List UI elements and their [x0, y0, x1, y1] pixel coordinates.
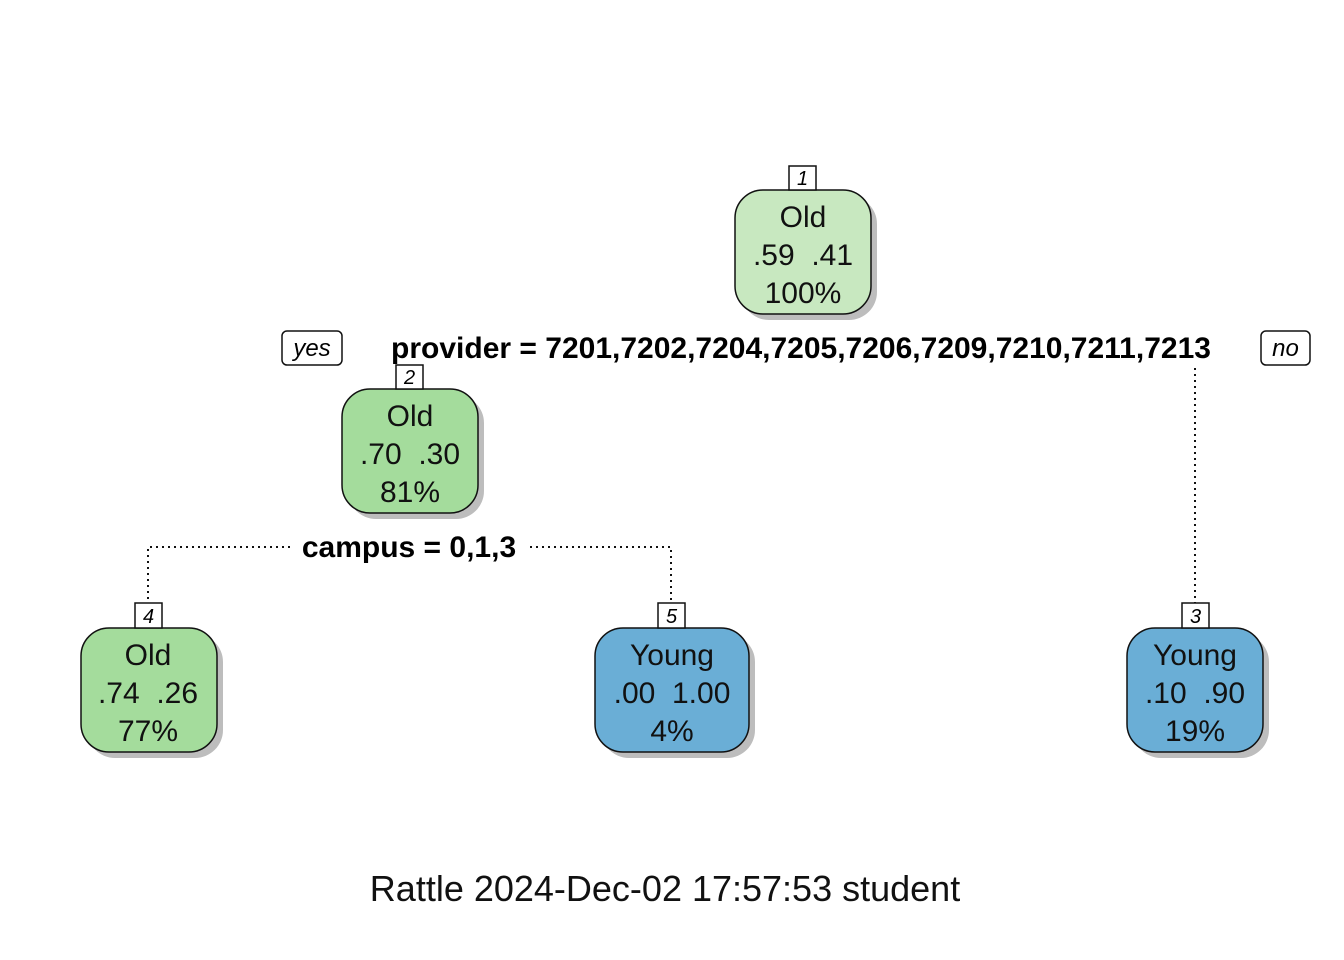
node-class-label: Young — [630, 639, 714, 672]
edge-2-4 — [147, 546, 290, 603]
yes-label-box — [281, 330, 343, 366]
node-index-box — [657, 602, 686, 629]
node-2-split-rule: campus = 0,1,3 — [302, 531, 516, 564]
node-percent: 100% — [765, 277, 842, 310]
node-index-box — [788, 165, 817, 191]
no-label-box — [1260, 330, 1311, 366]
node-percent: 77% — [118, 715, 178, 748]
node-index: 5 — [666, 606, 678, 628]
edge-2-5 — [530, 546, 672, 603]
node-index-box — [395, 364, 424, 390]
node-probabilities: .10 .90 — [1145, 677, 1245, 710]
node-index-box — [134, 602, 163, 629]
root-split: yes provider = 7201,7202,7204,7205,7206,… — [281, 330, 1311, 366]
node-index: 3 — [1190, 606, 1201, 628]
node-index-box — [1181, 602, 1210, 629]
root-split-rule: provider = 7201,7202,7204,7205,7206,7209… — [391, 332, 1211, 365]
node-class-label: Young — [1153, 639, 1237, 672]
node-5: 5 Young .00 1.00 4% — [594, 602, 755, 758]
node-probabilities: .00 1.00 — [614, 677, 731, 710]
node-class-label: Old — [780, 201, 827, 234]
node-percent: 19% — [1165, 715, 1225, 748]
no-label: no — [1272, 335, 1299, 362]
node-probabilities: .70 .30 — [360, 438, 460, 471]
node-4: 4 Old .74 .26 77% — [80, 602, 223, 758]
node-index: 4 — [143, 606, 154, 628]
tree-edges — [147, 368, 1196, 603]
yes-label: yes — [291, 335, 330, 362]
node-probabilities: .59 .41 — [753, 239, 853, 272]
node-probabilities: .74 .26 — [98, 677, 198, 710]
node-3: 3 Young .10 .90 19% — [1126, 602, 1269, 758]
node-class-label: Old — [387, 400, 434, 433]
node-percent: 4% — [650, 715, 693, 748]
node-index: 1 — [797, 168, 808, 190]
node-index: 2 — [403, 367, 415, 389]
node-2: 2 Old .70 .30 81% — [341, 364, 484, 519]
caption: Rattle 2024-Dec-02 17:57:53 student — [369, 868, 961, 909]
node-1: 1 Old .59 .41 100% — [734, 165, 877, 320]
node-class-label: Old — [125, 639, 172, 672]
node-percent: 81% — [380, 476, 440, 509]
